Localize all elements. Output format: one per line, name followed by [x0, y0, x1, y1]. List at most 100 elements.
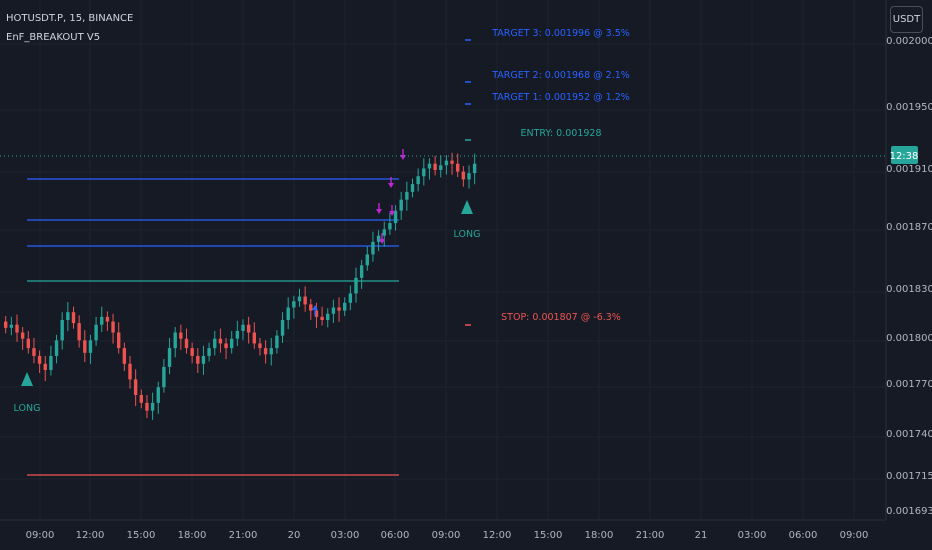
time-axis-bg [0, 520, 932, 550]
candle-body [139, 395, 143, 403]
candle-body [405, 191, 409, 200]
breakout-down-arrow-icon [389, 205, 395, 216]
candle-body [286, 307, 290, 320]
candle-body [9, 324, 14, 328]
candle-body [297, 296, 302, 302]
time-label: 03:00 [331, 530, 360, 541]
time-axis[interactable]: 09:00 12:00 15:00 18:00 21:00 20 03:00 0… [26, 530, 869, 541]
stop-label: STOP: 0.001807 @ -6.3% [501, 312, 621, 323]
candle-body [54, 340, 59, 356]
candle-body [26, 338, 30, 349]
time-label: 09:00 [840, 530, 869, 541]
time-label: 21:00 [636, 530, 665, 541]
candle-body [326, 313, 330, 320]
time-label: 06:00 [789, 530, 818, 541]
price-label: 0.001715 [886, 471, 932, 482]
candles [4, 152, 477, 420]
candle-body [416, 176, 420, 185]
current-time-text: 12:38 [890, 151, 919, 162]
candle-body [309, 304, 313, 311]
time-label: 06:00 [381, 530, 410, 541]
target3-label: TARGET 3: 0.001996 @ 3.5% [491, 28, 630, 39]
candle-body [66, 312, 70, 320]
candle-body [303, 296, 307, 305]
price-label: 0.001910 [886, 164, 932, 175]
breakout-down-arrow-icon [400, 149, 406, 160]
candle-body [71, 312, 76, 324]
candle-body [444, 160, 449, 166]
candle-body [246, 324, 251, 333]
candle-body [213, 338, 217, 349]
chart-grid [0, 0, 886, 520]
price-label: 0.001740 [886, 429, 932, 440]
candle-body [258, 343, 262, 349]
candle-body [77, 323, 81, 341]
time-label: 18:00 [178, 530, 207, 541]
candle-body [105, 316, 110, 322]
candle-body [94, 324, 98, 341]
candle-body [133, 379, 138, 395]
candle-body [32, 348, 36, 356]
candle-body [150, 402, 155, 411]
time-label: 15:00 [127, 530, 156, 541]
candle-body [196, 355, 200, 364]
breakout-down-arrow-icon [379, 233, 385, 244]
price-axis[interactable]: 0.002000 0.001950 0.001910 0.001870 0.00… [886, 36, 932, 517]
time-label: 09:00 [26, 530, 55, 541]
candle-body [201, 355, 206, 364]
candle-body [427, 163, 432, 169]
candle-body [145, 402, 149, 411]
candle-body [439, 165, 443, 170]
candle-body [450, 160, 454, 164]
candle-body [472, 163, 477, 174]
candle-body [359, 265, 364, 278]
candle-body [422, 168, 426, 177]
candle-body [190, 348, 194, 356]
price-label: 0.002000 [886, 36, 932, 47]
candle-body [100, 316, 104, 325]
long-signal-2-label: LONG [454, 229, 481, 240]
candle-body [343, 302, 347, 311]
candle-body [235, 330, 240, 339]
candle-body [393, 210, 398, 224]
candle-body [230, 338, 234, 349]
time-label: 03:00 [738, 530, 767, 541]
time-label: 09:00 [432, 530, 461, 541]
candle-body [433, 163, 437, 170]
current-time-badge [891, 146, 918, 164]
price-label: 0.001870 [886, 222, 932, 233]
long-signal-1-icon [21, 372, 33, 386]
candle-body [117, 332, 121, 349]
indicator-name[interactable]: EnF_BREAKOUT V5 [6, 32, 101, 43]
candle-body [60, 320, 64, 341]
breakout-up-arrow-icon [312, 305, 318, 316]
time-label: 12:00 [76, 530, 105, 541]
candle-body [399, 199, 403, 211]
candle-body [461, 171, 466, 180]
candle-body [111, 321, 115, 333]
candle-body [269, 348, 273, 355]
candle-body [173, 332, 177, 349]
currency-button[interactable]: USDT [890, 6, 923, 33]
candle-body [320, 316, 324, 320]
price-label: 0.001830 [886, 284, 932, 295]
candle-body [4, 321, 8, 328]
candle-body [382, 229, 386, 236]
time-label: 21:00 [229, 530, 258, 541]
candle-body [15, 324, 19, 333]
candle-body [275, 335, 279, 349]
time-label: 15:00 [534, 530, 563, 541]
candle-body [354, 277, 358, 294]
candle-body [224, 343, 228, 349]
candle-body [410, 184, 415, 192]
candle-body [37, 355, 42, 364]
target1-label: TARGET 1: 0.001952 @ 1.2% [491, 92, 630, 103]
candle-body [179, 332, 183, 339]
candle-body [207, 348, 211, 356]
candle-body [456, 163, 460, 172]
candle-body [88, 340, 93, 353]
target2-label: TARGET 2: 0.001968 @ 2.1% [491, 70, 630, 81]
signal-markers [312, 149, 406, 316]
time-label: 21 [695, 530, 708, 541]
